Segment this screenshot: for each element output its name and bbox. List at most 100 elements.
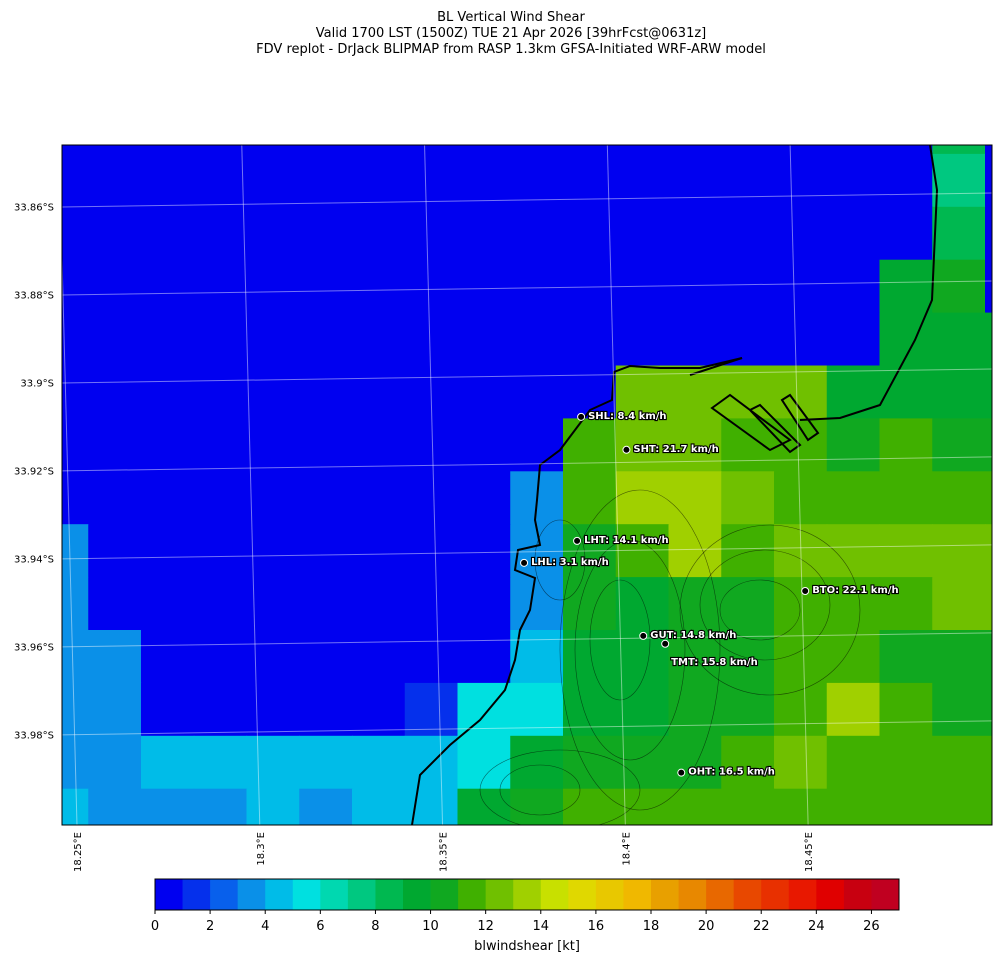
field-cell — [194, 524, 247, 578]
field-cell — [88, 366, 141, 420]
station-marker — [623, 446, 630, 453]
field-cell — [880, 101, 933, 155]
field-cell — [880, 471, 933, 525]
field-cell — [985, 260, 1001, 314]
field-cell — [669, 471, 722, 525]
field-cell — [247, 789, 300, 843]
station-marker — [678, 769, 685, 776]
y-tick-label: 33.96°S — [14, 642, 54, 653]
field-cell — [932, 207, 985, 260]
field-cell — [352, 736, 405, 790]
field-cell — [141, 471, 194, 525]
station-marker — [802, 588, 809, 595]
field-cell — [827, 101, 880, 155]
field-cell — [141, 789, 194, 843]
colorbar-swatch — [403, 879, 431, 910]
colorbar-tick-label: 12 — [477, 919, 494, 934]
colorbar-tick-label: 10 — [422, 919, 439, 934]
field-cell — [194, 418, 247, 472]
field-cell — [458, 577, 511, 631]
field-cell — [616, 101, 669, 155]
colorbar-tick-label: 6 — [316, 919, 324, 934]
field-cell — [827, 154, 880, 208]
field-cell — [247, 207, 300, 260]
field-cell — [827, 313, 880, 367]
field-cell — [88, 154, 141, 208]
field-cell — [669, 313, 722, 367]
field-cell — [932, 630, 985, 684]
field-cell — [352, 789, 405, 843]
field-cell — [563, 630, 616, 684]
field-cell — [88, 577, 141, 631]
colorbar-swatch — [375, 879, 403, 910]
station-marker — [574, 537, 581, 544]
colorbar-swatch — [458, 879, 486, 910]
field-cell — [458, 524, 511, 578]
field-cell — [932, 260, 985, 314]
field-cell — [827, 630, 880, 684]
field-cell — [88, 313, 141, 367]
field-cell — [194, 101, 247, 155]
field-cell — [352, 260, 405, 314]
y-tick-label: 33.92°S — [14, 466, 54, 477]
field-cell — [141, 577, 194, 631]
field-cell — [563, 207, 616, 260]
field-cell — [299, 683, 352, 737]
field-cell — [352, 313, 405, 367]
field-cell — [194, 366, 247, 420]
colorbar-swatch — [679, 879, 707, 910]
field-cell — [669, 524, 722, 578]
field-cell — [985, 577, 1001, 631]
field-cell — [88, 471, 141, 525]
field-cell — [194, 313, 247, 367]
field-cell — [985, 736, 1001, 790]
field-cell — [405, 260, 458, 314]
colorbar-tick-label: 8 — [371, 919, 379, 934]
field-cell — [563, 418, 616, 472]
field-cell — [88, 524, 141, 578]
field-cell — [932, 366, 985, 420]
field-cell — [774, 260, 827, 314]
colorbar-swatch — [623, 879, 651, 910]
field-cell — [774, 630, 827, 684]
field-cell — [563, 736, 616, 790]
field-cell — [194, 471, 247, 525]
field-cell — [563, 313, 616, 367]
field-cell — [299, 524, 352, 578]
field-cell — [510, 366, 563, 420]
field-cell — [932, 418, 985, 472]
colorbar-label: blwindshear [kt] — [474, 939, 580, 954]
field-cell — [563, 577, 616, 631]
field-cell — [141, 154, 194, 208]
field-cell — [616, 207, 669, 260]
colorbar-tick-label: 16 — [588, 919, 605, 934]
field-cell — [247, 366, 300, 420]
field-cell — [774, 154, 827, 208]
colorbar-swatch — [761, 879, 789, 910]
field-cell — [458, 471, 511, 525]
colorbar-swatch — [871, 879, 899, 910]
field-cell — [721, 154, 774, 208]
field-cell — [405, 313, 458, 367]
field-cell — [880, 260, 933, 314]
field-cell — [774, 207, 827, 260]
field-cell — [194, 683, 247, 737]
x-tick-label: 18.3°E — [256, 832, 267, 866]
field-cell — [510, 577, 563, 631]
field-cell — [88, 260, 141, 314]
field-cell — [194, 789, 247, 843]
field-cell — [616, 154, 669, 208]
field-cell — [669, 260, 722, 314]
field-cell — [827, 260, 880, 314]
field-cell — [405, 683, 458, 737]
y-tick-label: 33.98°S — [14, 730, 54, 741]
field-cell — [352, 577, 405, 631]
field-cell — [405, 154, 458, 208]
station-label: SHL: 8.4 km/h — [588, 411, 666, 422]
x-tick-label: 18.4°E — [621, 832, 632, 866]
field-cell — [458, 630, 511, 684]
colorbar-tick-label: 4 — [261, 919, 269, 934]
field-cell — [563, 471, 616, 525]
field-cell — [299, 260, 352, 314]
